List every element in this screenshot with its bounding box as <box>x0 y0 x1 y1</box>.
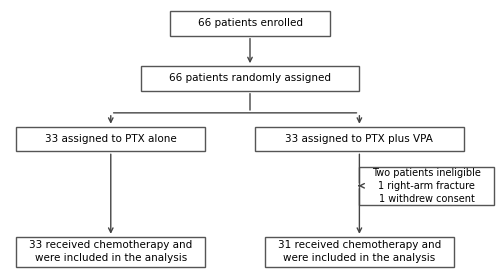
Text: Two patients ineligible
1 right-arm fracture
1 withdrew consent: Two patients ineligible 1 right-arm frac… <box>372 168 481 204</box>
FancyBboxPatch shape <box>265 237 454 267</box>
Text: 66 patients randomly assigned: 66 patients randomly assigned <box>169 73 331 83</box>
FancyBboxPatch shape <box>255 126 464 152</box>
FancyBboxPatch shape <box>170 11 330 36</box>
Text: 66 patients enrolled: 66 patients enrolled <box>198 18 302 28</box>
Text: 33 assigned to PTX plus VPA: 33 assigned to PTX plus VPA <box>286 134 434 144</box>
FancyBboxPatch shape <box>16 126 206 152</box>
FancyBboxPatch shape <box>360 167 494 205</box>
FancyBboxPatch shape <box>16 237 206 267</box>
Text: 31 received chemotherapy and
were included in the analysis: 31 received chemotherapy and were includ… <box>278 240 441 264</box>
Text: 33 assigned to PTX alone: 33 assigned to PTX alone <box>45 134 176 144</box>
FancyBboxPatch shape <box>140 66 360 91</box>
Text: 33 received chemotherapy and
were included in the analysis: 33 received chemotherapy and were includ… <box>29 240 192 264</box>
